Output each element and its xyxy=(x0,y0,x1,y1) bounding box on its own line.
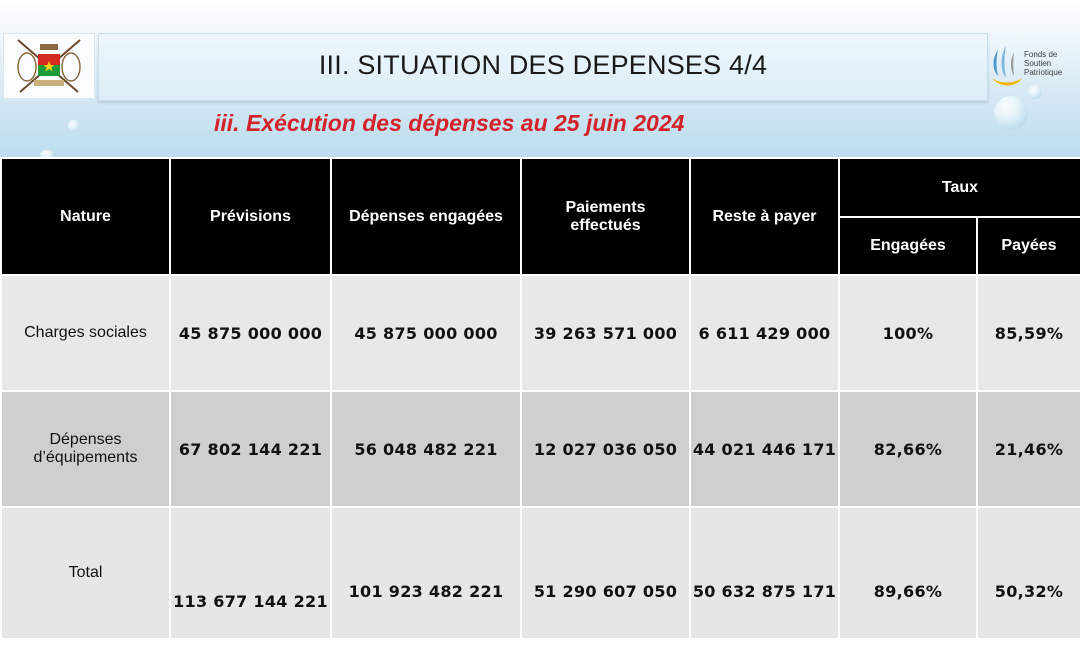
header-taux: Taux xyxy=(838,157,1080,218)
cell-previsions: 67 802 144 221 xyxy=(169,390,332,508)
header-reste-a-payer: Reste à payer xyxy=(689,157,840,276)
header-previsions: Prévisions xyxy=(169,157,332,276)
cell-reste: 44 021 446 171 xyxy=(689,390,840,508)
header-nature: Nature xyxy=(0,157,171,276)
cell-nature: Total xyxy=(0,506,171,640)
cell-paiements: 51 290 607 050 xyxy=(520,506,691,640)
logo-text-line: Patriotique xyxy=(1024,68,1063,77)
title-bar: III. SITUATION DES DEPENSES 4/4 xyxy=(98,33,988,101)
cell-previsions: 113 677 144 221 xyxy=(169,506,332,640)
fonds-soutien-patriotique-logo: Fonds de Soutien Patriotique xyxy=(990,40,1078,94)
table-row: Dépenses d’équipements 67 802 144 221 56… xyxy=(0,390,1080,508)
cell-taux-payees: 50,32% xyxy=(976,506,1080,640)
header-taux-payees: Payées xyxy=(976,216,1080,276)
logo-text: Fonds de Soutien Patriotique xyxy=(1024,50,1062,77)
cell-taux-payees: 85,59% xyxy=(976,274,1080,392)
cell-taux-engagees: 100% xyxy=(838,274,978,392)
cell-engagees: 101 923 482 221 xyxy=(330,506,522,640)
table-row: Total 113 677 144 221 101 923 482 221 51… xyxy=(0,506,1080,640)
cell-engagees: 45 875 000 000 xyxy=(330,274,522,392)
table-row: Charges sociales 45 875 000 000 45 875 0… xyxy=(0,274,1080,392)
bubble-decoration xyxy=(40,150,56,159)
cell-nature: Dépenses d’équipements xyxy=(0,390,171,508)
bubble-decoration xyxy=(68,120,80,132)
logo-text-line: Soutien xyxy=(1024,59,1052,68)
logo-text-line: Fonds de xyxy=(1024,50,1058,59)
header-paiements-effectues: Paiements effectués xyxy=(520,157,691,276)
cell-reste: 50 632 875 171 xyxy=(689,506,840,640)
cell-previsions: 45 875 000 000 xyxy=(169,274,332,392)
cell-taux-engagees: 89,66% xyxy=(838,506,978,640)
slide-subtitle: iii. Exécution des dépenses au 25 juin 2… xyxy=(214,110,685,136)
cell-taux-payees: 21,46% xyxy=(976,390,1080,508)
cell-paiements: 12 027 036 050 xyxy=(520,390,691,508)
cell-nature: Charges sociales xyxy=(0,274,171,392)
header-depenses-engagees: Dépenses engagées xyxy=(330,157,522,276)
bubble-decoration xyxy=(994,96,1028,130)
slide-title: III. SITUATION DES DEPENSES 4/4 xyxy=(318,50,768,80)
cell-engagees: 56 048 482 221 xyxy=(330,390,522,508)
coat-of-arms-emblem xyxy=(3,33,95,99)
bubble-decoration xyxy=(1028,85,1042,99)
cell-reste: 6 611 429 000 xyxy=(689,274,840,392)
expenses-table: Nature Prévisions Dépenses engagées Paie… xyxy=(0,157,1080,640)
cell-paiements: 39 263 571 000 xyxy=(520,274,691,392)
cell-taux-engagees: 82,66% xyxy=(838,390,978,508)
header-taux-engagees: Engagées xyxy=(838,216,978,276)
